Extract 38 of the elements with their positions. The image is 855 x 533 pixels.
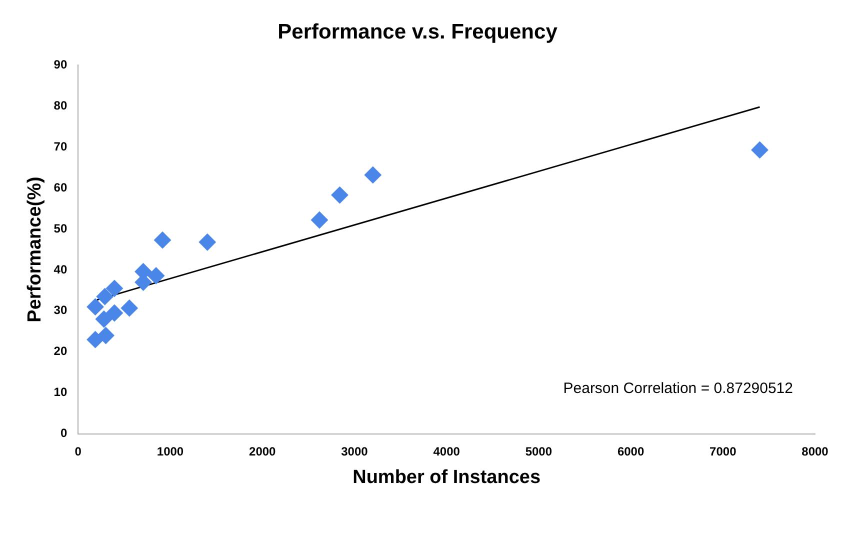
point: [86, 298, 104, 316]
x-tick-label: 0: [74, 444, 82, 458]
x-tick-label: 8000: [802, 444, 829, 458]
point: [96, 288, 114, 306]
x-tick-label: 5000: [525, 444, 552, 458]
point: [148, 267, 165, 284]
point: [154, 232, 172, 249]
y-tick-label: 30: [54, 303, 68, 318]
point: [97, 327, 114, 344]
x-tick-label: 1000: [156, 444, 184, 458]
point: [106, 304, 123, 322]
point: [751, 141, 768, 158]
y-tick-label: 40: [54, 262, 68, 276]
point: [86, 331, 104, 348]
point: [364, 166, 382, 184]
x-tick-label: 4000: [433, 444, 460, 458]
y-axis-title: Performance(%): [24, 176, 46, 322]
chart-title: Performance v.s. Frequency: [278, 20, 558, 44]
y-tick-label: 50: [54, 221, 68, 236]
point: [198, 234, 216, 251]
point: [120, 300, 138, 317]
y-tick-label: 60: [54, 180, 68, 194]
x-axis-title: Number of Instances: [352, 466, 541, 488]
y-tick-label: 80: [54, 98, 68, 112]
point: [331, 186, 348, 204]
x-tick-label: 6000: [617, 444, 644, 458]
point: [310, 212, 328, 229]
y-tick-label: 90: [54, 58, 68, 72]
y-tick-label: 70: [54, 139, 68, 154]
x-tick-label: 2000: [249, 444, 276, 458]
x-tick-label: 7000: [710, 444, 737, 458]
y-tick-label: 20: [54, 344, 68, 358]
point: [106, 280, 123, 297]
point: [95, 310, 112, 328]
y-tick-label: 10: [54, 385, 68, 400]
y-tick-label: 0: [60, 426, 68, 440]
annotation: Pearson Correlation = 0.87290512: [563, 380, 793, 397]
x-tick-label: 3000: [341, 444, 368, 458]
